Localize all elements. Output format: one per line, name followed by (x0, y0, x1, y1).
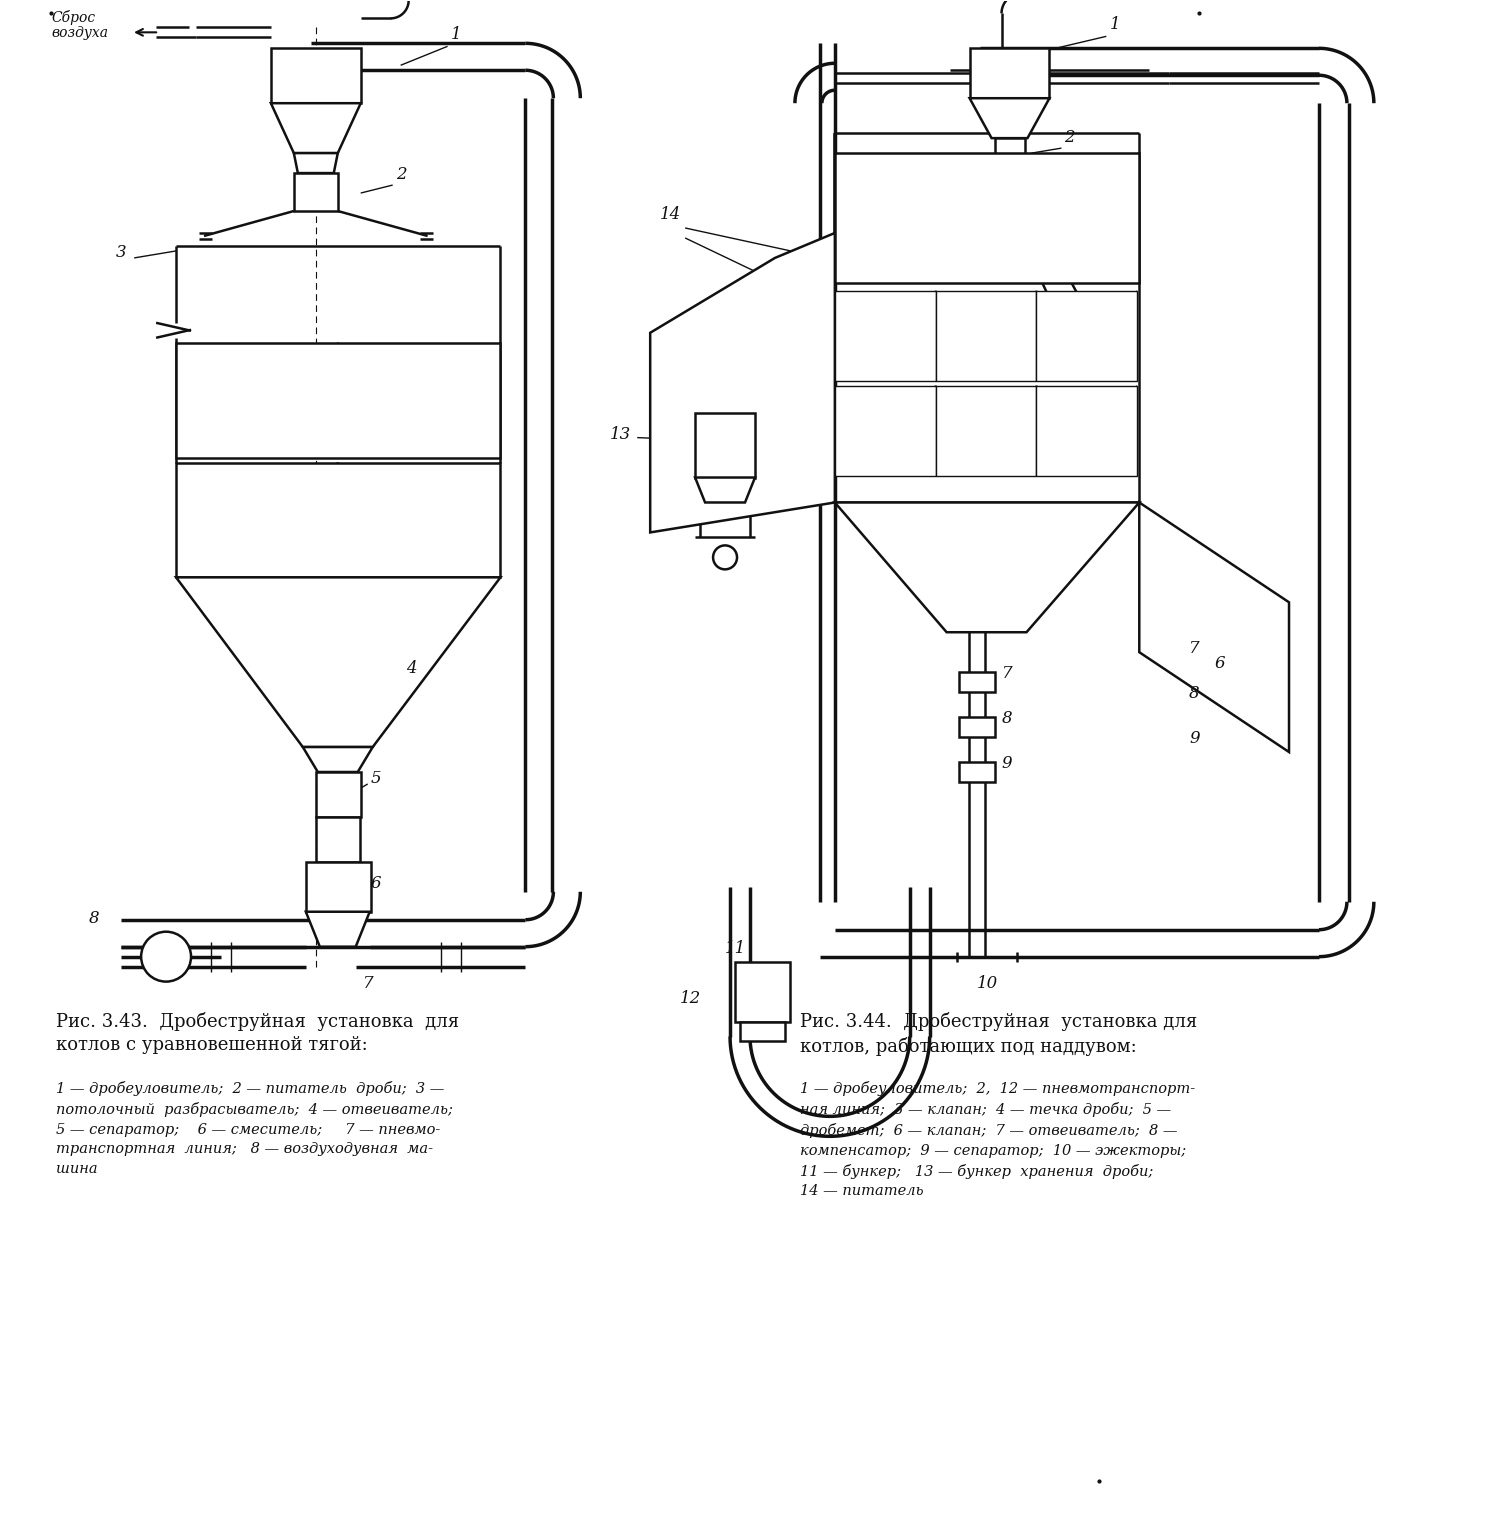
Bar (834, 386, 936, 475)
Text: 8: 8 (1002, 709, 1013, 728)
Bar (994, 169, 1025, 188)
Polygon shape (306, 912, 370, 947)
Bar (306, 863, 371, 912)
Bar (958, 761, 994, 781)
Text: Рис. 3.44.  Дробеструйная  установка для
котлов, работающих под наддувом:: Рис. 3.44. Дробеструйная установка для к… (800, 1011, 1197, 1056)
Text: 5: 5 (371, 771, 382, 787)
Text: 9: 9 (1002, 755, 1013, 772)
Bar (970, 49, 1049, 98)
Text: 10: 10 (976, 974, 997, 991)
Circle shape (714, 545, 736, 570)
Polygon shape (999, 188, 1091, 317)
Bar (735, 962, 789, 1022)
Polygon shape (834, 502, 1139, 633)
Text: 2: 2 (395, 165, 406, 182)
Circle shape (142, 931, 192, 982)
Bar (936, 291, 1037, 380)
Polygon shape (1139, 502, 1289, 752)
Text: 4: 4 (406, 660, 416, 677)
Text: 6: 6 (1215, 656, 1225, 673)
Text: 12: 12 (681, 990, 702, 1007)
Polygon shape (315, 817, 359, 863)
Text: 11: 11 (724, 939, 747, 956)
Bar (294, 173, 338, 211)
Text: 1 — дробеуловитель;  2,  12 — пневмотранспорт-
ная линия;  3 — клапан;  4 — течк: 1 — дробеуловитель; 2, 12 — пневмотрансп… (800, 1082, 1195, 1198)
Text: 1: 1 (1109, 17, 1120, 34)
Bar (1037, 386, 1138, 475)
Bar (1058, 313, 1094, 343)
Text: Рис. 3.43.  Дробеструйная  установка  для
котлов с уравновешенной тягой:: Рис. 3.43. Дробеструйная установка для к… (56, 1011, 459, 1054)
Text: Сброс: Сброс (51, 11, 95, 26)
Bar (739, 1022, 785, 1042)
Polygon shape (303, 748, 373, 772)
Text: 4: 4 (1064, 216, 1074, 233)
Text: 9: 9 (1189, 731, 1200, 748)
Text: 8: 8 (1189, 685, 1200, 702)
Text: 1: 1 (451, 26, 462, 43)
Text: 3: 3 (116, 244, 127, 260)
Polygon shape (696, 478, 754, 502)
Text: 7: 7 (1002, 665, 1013, 682)
Text: 7: 7 (362, 974, 373, 991)
Bar (834, 153, 1139, 283)
Text: 7: 7 (1189, 640, 1200, 657)
Bar (936, 386, 1037, 475)
Bar (696, 412, 754, 478)
Bar (177, 463, 501, 578)
Bar (958, 673, 994, 692)
Text: 2: 2 (1064, 129, 1074, 146)
Polygon shape (650, 133, 834, 533)
Polygon shape (177, 578, 501, 748)
Bar (958, 717, 994, 737)
Bar (1037, 291, 1138, 380)
Polygon shape (294, 153, 338, 173)
Text: воздуха: воздуха (51, 26, 109, 40)
Text: 14: 14 (659, 205, 682, 224)
Text: 13: 13 (610, 426, 631, 443)
Text: 8: 8 (89, 910, 100, 927)
Text: 6: 6 (371, 875, 382, 892)
Bar (315, 772, 361, 817)
Text: 1 — дробеуловитель;  2 — питатель  дроби;  3 —
потолочный  разбрасыватель;  4 — : 1 — дробеуловитель; 2 — питатель дроби; … (56, 1082, 453, 1177)
Text: 5: 5 (1064, 291, 1074, 308)
Bar (834, 291, 936, 380)
Polygon shape (272, 103, 361, 153)
Text: 3: 3 (1064, 159, 1074, 176)
Bar (272, 49, 361, 103)
Bar (994, 138, 1025, 169)
Polygon shape (970, 98, 1049, 138)
Bar (177, 343, 501, 458)
